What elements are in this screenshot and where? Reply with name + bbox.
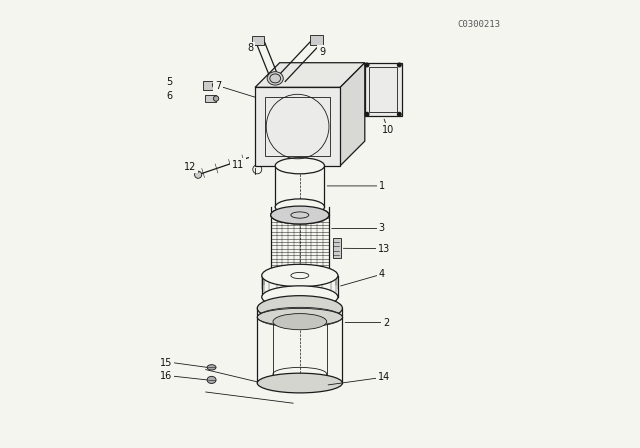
- Circle shape: [397, 112, 401, 116]
- Text: 16: 16: [160, 371, 172, 381]
- Circle shape: [365, 112, 369, 116]
- Ellipse shape: [257, 308, 342, 326]
- Ellipse shape: [257, 373, 342, 393]
- Text: 9: 9: [319, 47, 325, 56]
- Text: 6: 6: [166, 91, 172, 101]
- Bar: [252, 36, 264, 45]
- Ellipse shape: [212, 82, 220, 89]
- Bar: [333, 238, 340, 258]
- Ellipse shape: [271, 267, 329, 284]
- Text: 10: 10: [382, 125, 394, 135]
- Text: 8: 8: [248, 43, 253, 53]
- Text: 4: 4: [379, 269, 385, 279]
- Ellipse shape: [195, 171, 202, 178]
- Text: 12: 12: [184, 162, 196, 172]
- Ellipse shape: [213, 96, 219, 101]
- Bar: [203, 81, 216, 90]
- Ellipse shape: [262, 264, 338, 287]
- Text: 15: 15: [160, 358, 172, 368]
- Polygon shape: [340, 63, 365, 166]
- Text: 14: 14: [378, 372, 390, 382]
- Text: 13: 13: [378, 244, 390, 254]
- Bar: [365, 63, 401, 116]
- Ellipse shape: [262, 286, 338, 308]
- Bar: [205, 95, 216, 102]
- Ellipse shape: [207, 365, 216, 370]
- Ellipse shape: [271, 206, 329, 224]
- Bar: [369, 67, 397, 112]
- Ellipse shape: [267, 72, 284, 85]
- Ellipse shape: [275, 199, 324, 215]
- Bar: [310, 35, 323, 45]
- Ellipse shape: [207, 376, 216, 383]
- Text: 2: 2: [383, 318, 389, 327]
- Text: 5: 5: [166, 77, 172, 87]
- Ellipse shape: [275, 158, 324, 174]
- Text: 3: 3: [379, 224, 385, 233]
- Bar: [265, 97, 330, 156]
- Bar: [255, 87, 340, 166]
- Ellipse shape: [315, 381, 325, 389]
- Text: 1: 1: [379, 181, 385, 191]
- Text: 7: 7: [215, 82, 221, 91]
- Polygon shape: [255, 63, 365, 87]
- Ellipse shape: [257, 296, 342, 321]
- Circle shape: [397, 63, 401, 67]
- Ellipse shape: [271, 206, 329, 224]
- Text: C0300213: C0300213: [458, 20, 500, 29]
- Text: 11: 11: [232, 160, 244, 170]
- Circle shape: [365, 63, 369, 67]
- Ellipse shape: [273, 314, 327, 330]
